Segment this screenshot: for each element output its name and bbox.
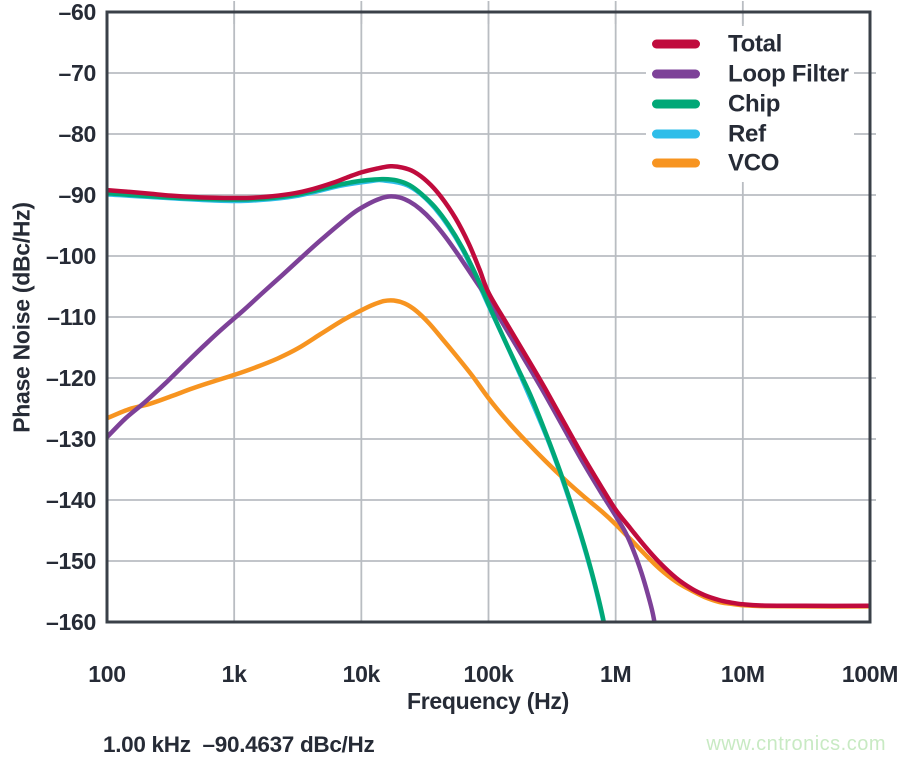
x-tick-label: 100k [464,661,514,687]
plot-frame [105,10,872,624]
legend-item-loop-filter: Loop Filter [652,61,849,88]
x-tick-label: 100 [88,661,125,687]
y-tick-label: –110 [47,304,96,330]
y-tick-labels: –60 –70 –80 –90 –100 –110 –120 –130 –140 –150 –160 [46,0,96,635]
legend-label: VCO [728,150,779,177]
y-tick-label: –70 [59,60,96,86]
series-line-loop-filter [107,194,658,624]
legend-swatch [652,39,700,49]
series-line-ref [107,177,607,624]
legend-item-chip: Chip [652,91,780,118]
x-tick-labels: 100 1k 10k 100k 1M 10M 100M [88,661,898,687]
y-tick-label: –140 [46,487,96,513]
legend-label: Total [728,31,782,58]
x-tick-label: 1k [222,661,247,687]
legend-swatch [652,158,700,168]
y-tick-label: –90 [59,182,96,208]
y-axis-title: Phase Noise (dBc/Hz) [8,202,35,433]
series-line-chip [107,176,607,624]
legend-item-vco: VCO [652,150,779,177]
series-line-total [107,164,870,609]
watermark: www.cntronics.com [706,733,886,755]
y-tick-label: –160 [46,609,96,635]
y-tick-label: –100 [46,243,96,269]
legend-swatch [652,99,700,109]
legend-label: Loop Filter [728,61,849,88]
legend-item-ref: Ref [652,121,767,148]
marker-readout: 1.00 kHz –90.4637 dBc/Hz [103,732,375,757]
y-tick-label: –60 [59,0,96,25]
legend-swatch [652,129,700,139]
y-tick-label: –150 [46,548,96,574]
x-tick-label: 10k [343,661,381,687]
y-tick-label: –130 [46,426,96,452]
x-tick-label: 1M [600,661,631,687]
legend-label: Ref [728,121,767,148]
legend-swatch [652,69,700,79]
legend-item-total: Total [652,31,782,58]
x-axis-title: Frequency (Hz) [407,688,569,714]
y-tick-label: –120 [46,365,96,391]
x-tick-label: 10M [721,661,765,687]
gridlines [107,1,876,622]
y-tick-label: –80 [59,121,96,147]
legend-label: Chip [728,91,780,118]
x-tick-label: 100M [842,661,898,687]
